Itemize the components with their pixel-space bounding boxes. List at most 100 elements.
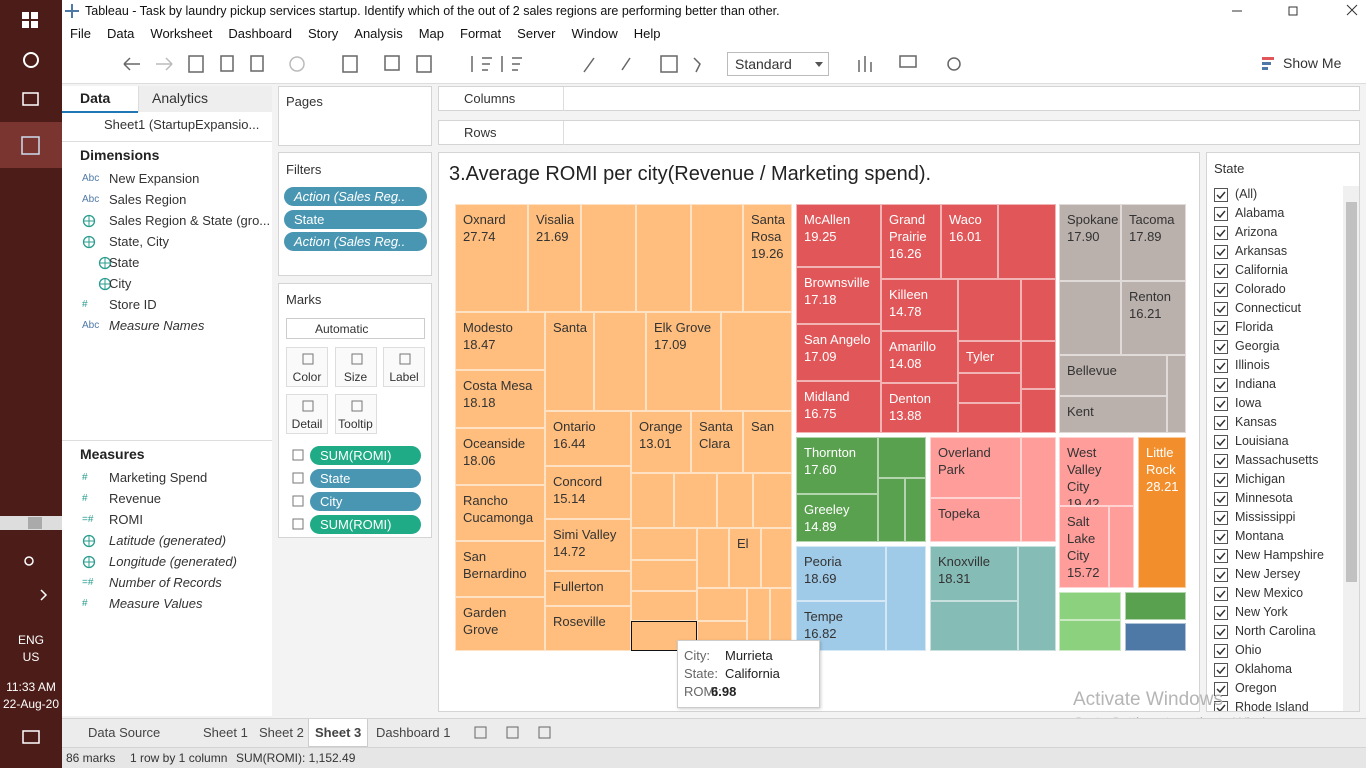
show-me[interactable]: Show Me (1283, 55, 1342, 71)
sheet-tab[interactable]: Sheet 1 (203, 725, 248, 740)
field[interactable]: Store ID (109, 297, 157, 312)
state-item[interactable]: California (1235, 263, 1288, 277)
treemap-cell[interactable]: El (729, 528, 761, 588)
treemap-cell[interactable]: Grand Prairie 16.26 (881, 204, 941, 279)
treemap-cell[interactable]: San Angelo 17.09 (796, 324, 881, 381)
field[interactable]: ROMI (109, 512, 143, 527)
menu-item[interactable]: Dashboard (228, 26, 292, 41)
state-item[interactable]: New York (1235, 605, 1288, 619)
treemap-cell[interactable] (1109, 506, 1134, 588)
treemap-cell[interactable]: Denton 13.88 (881, 383, 958, 433)
treemap-cell[interactable]: Little Rock 28.21 (1138, 437, 1186, 588)
treemap-cell[interactable]: Salt Lake City 15.72 (1059, 506, 1109, 588)
treemap-cell[interactable]: Overland Park (930, 437, 1021, 498)
treemap-cell[interactable] (1059, 620, 1121, 651)
treemap-cell[interactable] (1018, 546, 1056, 651)
state-item[interactable]: Louisiana (1235, 434, 1289, 448)
state-item[interactable]: (All) (1235, 187, 1258, 201)
menu-item[interactable]: Help (633, 26, 661, 41)
treemap-cell[interactable]: Roseville (545, 606, 631, 651)
treemap-cell[interactable]: Garden Grove (455, 597, 545, 651)
menu-item[interactable]: Data (106, 26, 135, 41)
treemap-cell[interactable]: Oxnard 27.74 (455, 204, 528, 312)
side-tab[interactable]: Analytics (152, 90, 209, 106)
field[interactable]: Latitude (generated) (109, 533, 227, 548)
field[interactable]: Sales Region (109, 192, 187, 207)
state-item[interactable]: Illinois (1235, 358, 1270, 372)
treemap-cell[interactable] (878, 478, 905, 542)
field[interactable]: Number of Records (109, 575, 222, 590)
mark-button[interactable]: Label (383, 347, 425, 387)
menu-item[interactable]: Story (307, 26, 339, 41)
clock-date[interactable]: 22-Aug-20 (2, 697, 60, 711)
lang[interactable]: ENG (17, 633, 44, 647)
state-item[interactable]: Rhode Island (1235, 700, 1309, 712)
state-item[interactable]: Massachusetts (1235, 453, 1319, 467)
state-item[interactable]: Oklahoma (1235, 662, 1292, 676)
treemap-cell[interactable]: Simi Valley 14.72 (545, 519, 631, 571)
filter-pill[interactable]: State (284, 209, 427, 229)
treemap-cell[interactable] (721, 312, 792, 411)
toolbar-icons[interactable] (62, 44, 962, 84)
treemap-cell[interactable]: Tyler (958, 341, 1021, 373)
treemap-cell[interactable] (1125, 623, 1186, 651)
treemap-cell[interactable]: Fullerton (545, 571, 631, 606)
state-item[interactable]: New Jersey (1235, 567, 1301, 581)
treemap-cell[interactable]: San Bernardino (455, 541, 545, 597)
treemap-cell[interactable]: Costa Mesa 18.18 (455, 370, 545, 428)
menu-item[interactable]: Server (517, 26, 556, 41)
mark-button[interactable]: Color (286, 347, 328, 387)
window-controls[interactable] (1222, 0, 1366, 22)
treemap-cell[interactable] (631, 528, 697, 560)
treemap-cell[interactable]: Oceanside 18.06 (455, 428, 545, 485)
mark-type[interactable]: Automatic (286, 318, 425, 339)
treemap-cell[interactable] (1021, 341, 1056, 389)
state-item[interactable]: New Mexico (1235, 586, 1304, 600)
treemap-cell[interactable]: Spokane 17.90 (1059, 204, 1121, 281)
treemap-cell[interactable] (581, 204, 636, 312)
treemap-cell[interactable] (674, 473, 717, 528)
sheet-tab[interactable]: Data Source (88, 725, 161, 740)
data-source[interactable]: Sheet1 (StartupExpansio... (104, 117, 260, 132)
fit-dropdown[interactable]: Standard (727, 52, 829, 76)
treemap-cell[interactable]: Orange 13.01 (631, 411, 691, 473)
treemap-cell[interactable] (697, 588, 747, 621)
state-item[interactable]: Connecticut (1235, 301, 1302, 315)
treemap-cell[interactable] (631, 591, 697, 621)
scrollbar[interactable] (1343, 186, 1359, 711)
treemap-cell[interactable] (761, 528, 792, 588)
state-item[interactable]: Florida (1235, 320, 1274, 334)
treemap-cell[interactable] (594, 312, 646, 411)
sheet-tab[interactable]: Sheet 2 (259, 725, 304, 740)
treemap-cell[interactable]: Visalia 21.69 (528, 204, 581, 312)
treemap-cell[interactable] (958, 403, 1021, 433)
state-item[interactable]: Oregon (1235, 681, 1277, 695)
field[interactable]: Measure Values (109, 596, 203, 611)
treemap-cell[interactable] (697, 528, 729, 588)
treemap-cell[interactable]: Bellevue (1059, 355, 1167, 396)
state-item[interactable]: Mississippi (1235, 510, 1296, 524)
treemap-cell[interactable] (930, 601, 1018, 651)
treemap-cell[interactable]: Santa (545, 312, 594, 411)
treemap-cell[interactable] (878, 437, 926, 478)
treemap-cell[interactable] (631, 560, 697, 591)
treemap-cell[interactable]: Santa Rosa 19.26 (743, 204, 792, 312)
treemap-cell[interactable]: Peoria 18.69 (796, 546, 886, 601)
treemap-cell[interactable]: Tacoma 17.89 (1121, 204, 1186, 281)
field[interactable]: Sales Region & State (gro... (109, 213, 271, 228)
treemap-cell[interactable]: Modesto 18.47 (455, 312, 545, 370)
field[interactable]: Longitude (generated) (109, 554, 237, 569)
treemap-cell[interactable]: San (743, 411, 792, 473)
field[interactable]: State, City (109, 234, 169, 249)
field[interactable]: City (109, 276, 132, 291)
treemap-cell[interactable]: Elk Grove 17.09 (646, 312, 721, 411)
treemap-cell[interactable] (1059, 592, 1121, 620)
menu-item[interactable]: Worksheet (150, 26, 213, 41)
treemap-cell[interactable] (717, 473, 753, 528)
clock-time[interactable]: 11:33 AM (6, 680, 56, 694)
mark-pill[interactable]: SUM(ROMI) (310, 446, 421, 465)
state-item[interactable]: Michigan (1235, 472, 1286, 486)
mark-pill[interactable]: State (310, 469, 421, 488)
state-item[interactable]: New Hampshire (1235, 548, 1324, 562)
treemap-cell[interactable]: Waco 16.01 (941, 204, 998, 279)
